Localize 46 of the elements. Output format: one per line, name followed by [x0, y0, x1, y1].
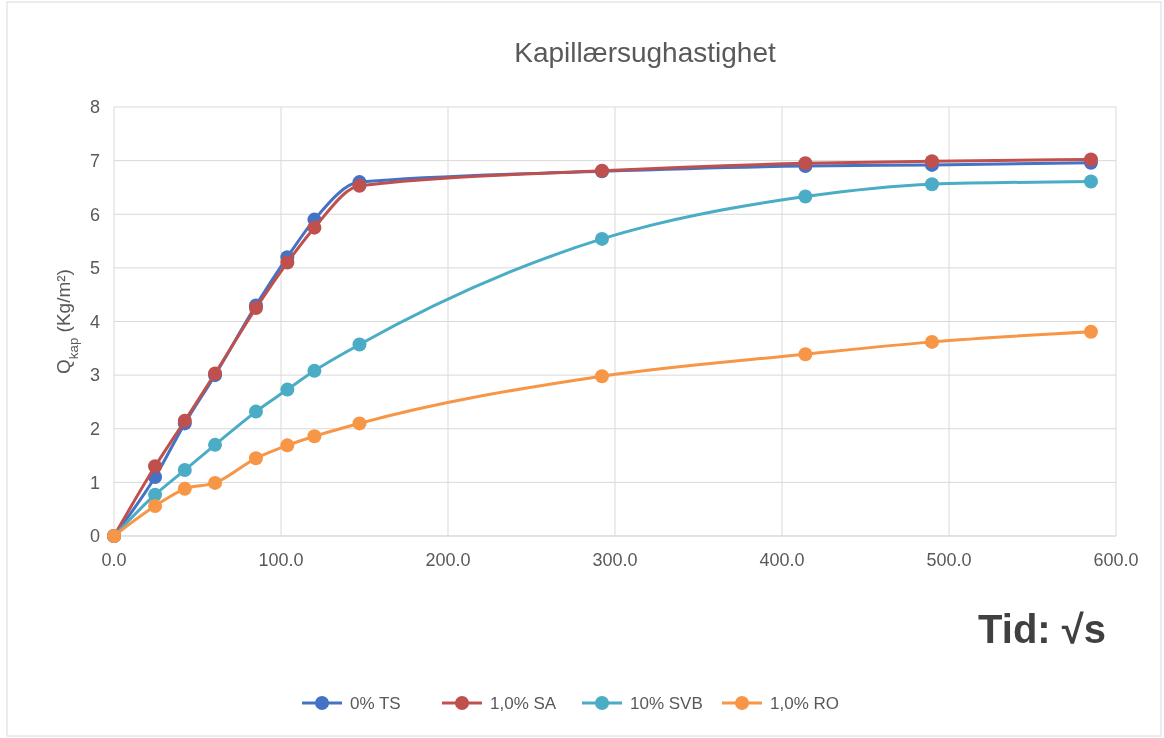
point: [177, 481, 192, 496]
x-tick-label: 200.0: [425, 550, 471, 570]
point: [248, 404, 263, 419]
legend-label: 10% SVB: [630, 693, 703, 713]
y-tick-label: 8: [89, 97, 100, 118]
y-tick-label: 4: [89, 311, 100, 332]
point: [924, 177, 939, 192]
legend-label: 1,0% RO: [770, 693, 839, 713]
point: [352, 416, 367, 431]
chart-title: Kapillærsughastighet: [514, 37, 776, 68]
x-tick-label: 0.0: [101, 550, 127, 570]
point: [280, 255, 295, 270]
x-tick-label: 400.0: [759, 550, 805, 570]
y-tick-label: 6: [89, 204, 100, 225]
point: [798, 347, 813, 362]
point: [924, 334, 939, 349]
x-tick-label: 500.0: [926, 550, 972, 570]
point: [280, 438, 295, 453]
y-tick-label: 2: [89, 419, 100, 440]
y-tick-label: 7: [89, 150, 100, 171]
point: [307, 220, 322, 235]
point: [594, 231, 609, 246]
point: [177, 463, 192, 478]
point: [307, 363, 322, 378]
point: [594, 369, 609, 384]
point: [248, 451, 263, 466]
point: [208, 475, 223, 490]
x-tick-label: 600.0: [1093, 550, 1139, 570]
point: [148, 498, 163, 513]
x-tick-label: 300.0: [592, 550, 638, 570]
point: [1083, 324, 1098, 339]
point: [280, 382, 295, 397]
y-tick-label: 1: [89, 472, 100, 493]
point: [307, 429, 322, 444]
point: [148, 459, 163, 474]
point: [208, 437, 223, 452]
legend-label: 0% TS: [350, 693, 401, 713]
x-axis-title: Tid: √s: [978, 607, 1106, 651]
point: [798, 189, 813, 204]
legend-label: 1,0% SA: [490, 693, 557, 713]
y-tick-label: 3: [89, 365, 100, 386]
point: [352, 337, 367, 352]
x-tick-label: 100.0: [258, 550, 304, 570]
point: [1083, 174, 1098, 189]
y-tick-label: 0: [89, 526, 100, 547]
y-tick-label: 5: [89, 258, 100, 279]
